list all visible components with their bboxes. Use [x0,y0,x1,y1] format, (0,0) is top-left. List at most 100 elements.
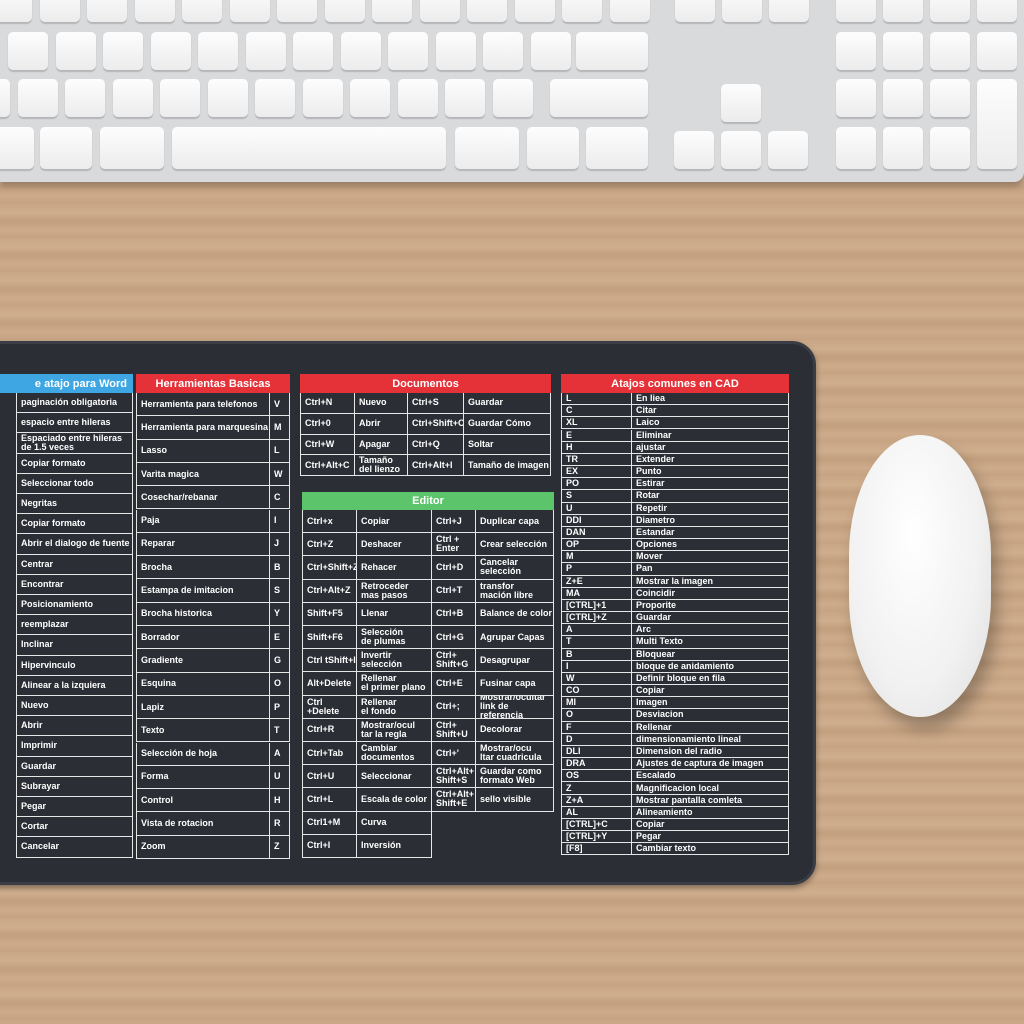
key [883,79,923,117]
cell: I [270,509,290,533]
cell: Nuevo [16,696,133,717]
key [883,0,923,22]
key [586,127,648,169]
cell: Rellenar el fondo [357,695,432,719]
key [372,0,412,22]
cell: Z [270,835,290,859]
cell: Laico [632,417,789,430]
cell: W [270,462,290,487]
cell: M [561,551,632,564]
cell: Decolorar [476,718,554,742]
cell: Nuevo [355,393,408,414]
cell: [CTRL]+1 [561,599,632,613]
key [397,79,438,117]
cell: Selección de plumas [357,626,432,650]
key [836,127,876,169]
cell: B [561,648,632,661]
key [388,32,428,70]
cell: Ctrl+R [302,718,357,742]
cell: reemplazar [16,615,133,636]
cell: H [270,789,290,813]
cell: bloque de anidamiento [632,660,789,673]
cell: Gradiente [136,649,270,673]
cell: Herramienta para marquesina [136,416,270,440]
cell: Z+A [561,794,632,807]
key [207,79,248,117]
key [721,84,761,122]
key [103,32,143,70]
cell: Ctrl+U [302,765,357,789]
cell: Ctrl+Shift+Z [302,556,357,580]
section-header: e atajo para Word [0,374,133,393]
cell: [CTRL]+Z [561,612,632,625]
key [527,127,579,169]
key [182,0,222,22]
key [674,131,714,169]
key [134,0,175,22]
cell: Cancelar [16,837,133,858]
cell: Shift+F5 [302,602,357,626]
cell: Ctrl+Tab [302,742,357,766]
cell: Apagar [355,434,408,456]
cell: Ctrl+x [302,510,357,534]
key [492,79,533,117]
cell: C [270,486,290,510]
key [675,0,715,22]
key [930,127,970,169]
key [514,0,555,22]
cell: Ctrl+J [432,510,476,534]
section-header: Atajos comunes en CAD [561,374,789,393]
cell: Retroceder mas pasos [357,579,432,603]
mouse [849,435,991,717]
cell: Selección de hoja [136,742,270,766]
cell: Inversión [357,834,432,858]
key [836,0,876,22]
key [722,0,762,22]
key [419,0,460,22]
cell: Alt+Delete [302,672,357,696]
cell: Lapiz [136,695,270,720]
cell: Ctrl+Alt+ Shift+S [432,765,476,789]
cell: Shift+F6 [302,626,357,650]
cell: Proporite [632,599,789,613]
cell: T [561,636,632,649]
cell: Varita magica [136,462,270,487]
cell: MI [561,697,632,710]
cell: Zoom [136,835,270,859]
cell: Tamaño del lienzo [355,455,408,477]
cell: Ctrl+' [432,742,476,766]
key [65,79,105,117]
cell: Ctrl +Delete [302,695,357,719]
cell: Coincidir [632,587,789,600]
cell: DAN [561,526,632,540]
cell: Imprimir [16,736,133,757]
key [198,32,238,70]
cell: Subrayar [16,776,133,797]
key [55,32,96,70]
key [302,79,343,117]
key [930,79,970,117]
cell: Cortar [16,817,133,838]
cell: A [270,742,290,766]
cell: DDI [561,514,632,527]
key [87,0,127,22]
cell: Ctrl+Alt+Z [302,579,357,603]
key [150,32,191,70]
key [883,127,923,169]
cell: Esquina [136,672,270,696]
cell: Seleccionar [357,765,432,789]
cell: [F8] [561,843,632,856]
cell: DLI [561,745,632,759]
cell: Ctrl1+M [302,811,357,835]
key [467,0,507,22]
cell: Citar [632,405,789,418]
cell: Eliminar [632,429,789,442]
cell: Ctrl+N [300,393,355,414]
cell: Reparar [136,532,270,557]
cell: Paja [136,509,270,533]
cell: Dimension del radio [632,745,789,759]
key [977,79,1017,169]
cell: Brocha [136,556,270,580]
key [277,0,317,22]
cell: Mostrar/ocul tar la regla [357,718,432,742]
